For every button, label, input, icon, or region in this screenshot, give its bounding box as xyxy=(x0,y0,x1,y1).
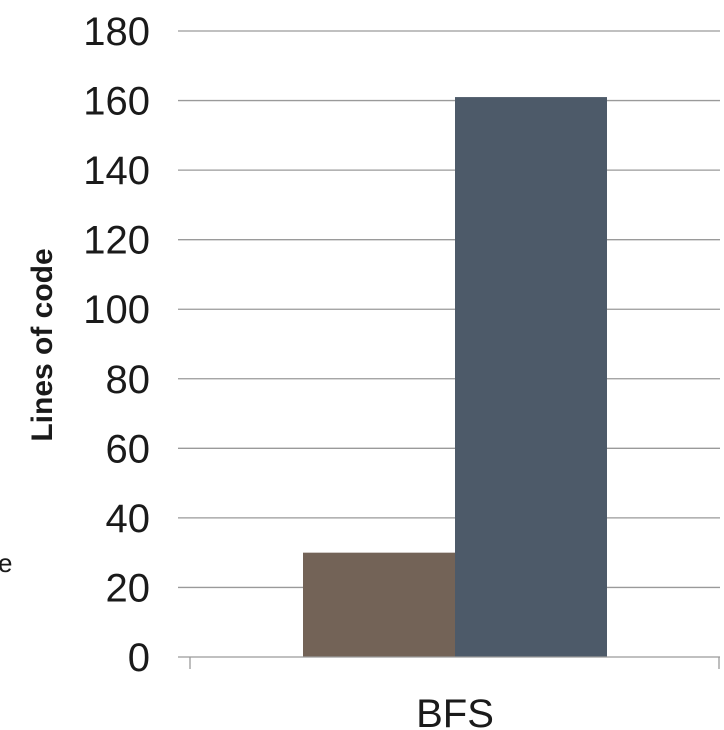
y-tick-label: 20 xyxy=(106,566,151,610)
x-category-label: BFS xyxy=(416,692,494,730)
y-tick-label: 40 xyxy=(106,497,151,541)
left-edge-text-fragment: e xyxy=(0,548,12,578)
bar-series-1 xyxy=(303,552,455,657)
y-tick-label: 120 xyxy=(83,219,150,263)
y-tick-label: 180 xyxy=(83,10,150,54)
y-tick-label: 60 xyxy=(106,427,151,471)
y-tick-label: 160 xyxy=(83,80,150,124)
category-labels: BFS xyxy=(416,692,494,730)
y-tick-label: 140 xyxy=(83,149,150,193)
y-tick-label: 100 xyxy=(83,288,150,332)
x-axis-ticks xyxy=(189,657,720,669)
y-tick-label: 0 xyxy=(128,636,150,680)
y-tick-label: 80 xyxy=(106,358,151,402)
bar-series-2 xyxy=(455,97,607,658)
y-tick-labels: 0 20 40 60 80 100 120 140 160 180 xyxy=(83,10,150,680)
y-axis-title: Lines of code xyxy=(26,248,59,441)
bars xyxy=(303,97,607,658)
gridlines xyxy=(178,30,720,589)
